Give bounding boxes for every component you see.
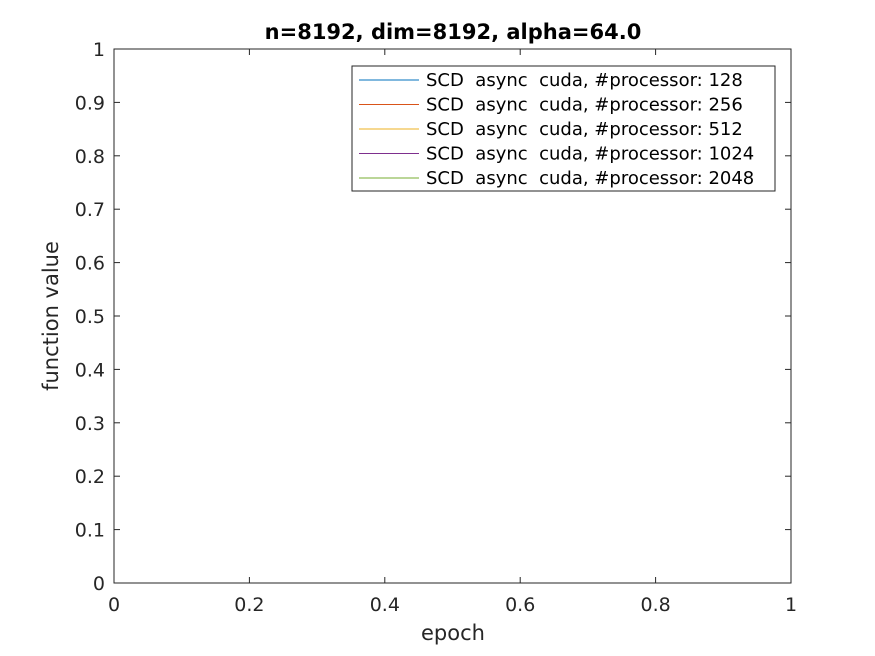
axis-ticks: 0 0.2 0.4 0.6 0.8 1 0 0.1 0.2 0.3 0.4 0.5 0.6 0.7 0.8 0… <box>75 39 797 616</box>
x-tick-label: 1 <box>785 594 797 616</box>
y-tick-label: 0.2 <box>75 466 105 488</box>
legend-box <box>351 65 776 192</box>
x-axis-title: epoch <box>421 621 485 645</box>
legend-label: SCD async cuda, #processor: 1024 <box>426 144 754 165</box>
legend-label: SCD async cuda, #processor: 2048 <box>426 168 754 189</box>
x-tick-label: 0.6 <box>505 594 535 616</box>
y-tick-label: 0.1 <box>75 520 105 542</box>
legend-entries: SCD async cuda, #processor: 128 SCD async… <box>359 70 754 189</box>
y-tick-label: 1 <box>93 39 105 61</box>
y-tick-label: 0.6 <box>75 253 105 275</box>
y-tick-label: 0.4 <box>75 359 105 381</box>
y-axis-title: function value <box>39 241 63 391</box>
y-tick-label: 0.9 <box>75 92 105 114</box>
y-tick-label: 0 <box>93 573 105 595</box>
x-tick-label: 0 <box>108 594 120 616</box>
legend-label: SCD async cuda, #processor: 512 <box>426 119 743 140</box>
x-tick-label: 0.2 <box>234 594 264 616</box>
x-tick-label: 0.8 <box>640 594 670 616</box>
y-tick-label: 0.7 <box>75 199 105 221</box>
legend: SCD async cuda, #processor: 128 SCD async… <box>351 65 776 192</box>
chart-title: n=8192, dim=8192, alpha=64.0 <box>265 20 642 44</box>
x-tick-label: 0.4 <box>370 594 400 616</box>
y-tick-label: 0.5 <box>75 306 105 328</box>
y-tick-label: 0.3 <box>75 413 105 435</box>
legend-label: SCD async cuda, #processor: 128 <box>426 70 743 91</box>
y-tick-label: 0.8 <box>75 146 105 168</box>
legend-label: SCD async cuda, #processor: 256 <box>426 95 743 116</box>
